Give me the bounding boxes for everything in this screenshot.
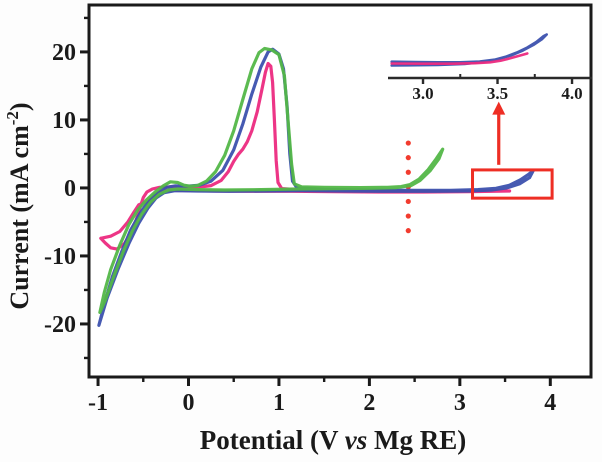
x-tick-label: 3 xyxy=(454,390,466,416)
y-tick-label: -20 xyxy=(44,312,76,338)
y-tick-label: 0 xyxy=(64,176,76,202)
x-tick-label: 2 xyxy=(363,390,375,416)
inset-tick-label: 3.5 xyxy=(487,84,508,103)
y-axis-title: Current (mA cm-2) xyxy=(3,102,34,309)
highlight-box xyxy=(471,168,554,200)
inset-tick-label: 3.0 xyxy=(412,84,433,103)
inset-tick-label: 4.0 xyxy=(561,84,582,103)
inset-panel: 3.0 3.5 4.0 xyxy=(388,33,592,103)
dotted-marker-line-dot xyxy=(405,213,411,219)
arrow-head-icon xyxy=(492,101,506,115)
x-tick-label: 4 xyxy=(544,390,556,416)
dotted-marker-line-dot xyxy=(405,198,411,205)
dotted-marker-line-dot xyxy=(405,228,411,234)
y-tick-label: 20 xyxy=(52,40,76,66)
x-tick-label: -1 xyxy=(88,390,108,416)
x-tick-label: 1 xyxy=(273,390,285,416)
dotted-marker-line-dot xyxy=(405,169,411,175)
curve-magenta-cv-inset xyxy=(390,52,529,66)
y-tick-label: 10 xyxy=(52,108,76,134)
x-tick-label: 0 xyxy=(182,390,194,416)
y-tick-label: -10 xyxy=(44,244,76,270)
dotted-marker-line-dot xyxy=(405,140,411,146)
dotted-marker-line-dot xyxy=(405,155,411,161)
x-axis-title: Potential (V vs Mg RE) xyxy=(200,425,466,455)
curve-green-cv xyxy=(98,46,445,314)
